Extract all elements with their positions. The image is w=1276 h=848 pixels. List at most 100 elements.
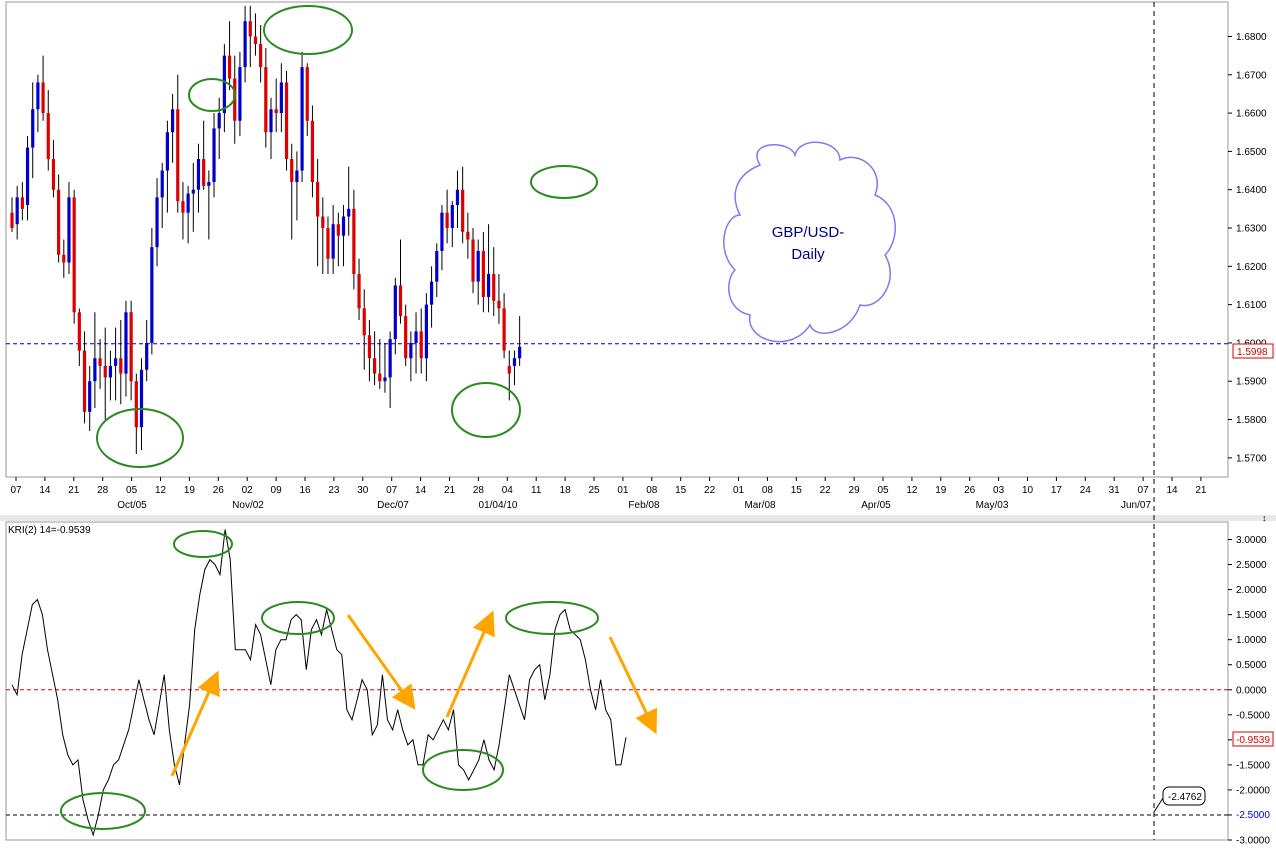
candle-down	[481, 250, 485, 297]
candle-down	[46, 113, 50, 160]
x-tick-label: 15	[675, 485, 687, 496]
candle-down	[398, 285, 403, 317]
candle-up	[450, 205, 454, 229]
x-tick-label: 01	[617, 485, 629, 496]
x-month-label: Feb/08	[628, 500, 660, 511]
x-tick-label: 22	[704, 485, 716, 496]
x-tick-label: 22	[820, 485, 832, 496]
x-tick-label: 03	[993, 485, 1005, 496]
current-kri-tag: -0.9539	[1232, 731, 1274, 747]
panel-resize-icon[interactable]: ↕	[1262, 513, 1267, 523]
candle-down	[373, 358, 377, 374]
candle-down	[362, 308, 366, 336]
x-tick-label: 17	[1051, 485, 1063, 496]
candle-up	[25, 147, 30, 206]
candle-up	[393, 285, 397, 340]
candle-down	[227, 55, 232, 79]
title-cloud: GBP/USD- Daily	[723, 141, 896, 343]
y-tick-label: 1.5700	[1236, 453, 1267, 464]
candle-up	[331, 224, 335, 259]
kri-y-tick-label: 0.0000	[1236, 685, 1267, 696]
x-month-label: Nov/02	[232, 500, 264, 511]
up-arrow	[445, 610, 495, 718]
candle-down	[10, 212, 14, 229]
y-tick-label: 1.5900	[1236, 377, 1267, 388]
candle-up	[145, 342, 149, 370]
candle-down	[62, 254, 66, 263]
highlight-ellipse	[261, 601, 335, 635]
highlight-ellipse	[60, 792, 146, 830]
trend-arrows	[170, 610, 658, 777]
candle-down	[419, 331, 423, 359]
indicator-panel-frame	[5, 521, 1229, 841]
x-tick-label: 15	[791, 485, 803, 496]
candle-down	[326, 228, 330, 259]
candle-down	[274, 109, 278, 114]
candle-up	[15, 197, 19, 225]
price-highlight-ellipses	[96, 5, 598, 468]
y-tick-label: 1.6200	[1236, 262, 1267, 273]
x-tick-label: 21	[444, 485, 456, 496]
candle-up	[238, 67, 242, 121]
kri-y-tick-label: 2.0000	[1236, 585, 1267, 596]
candle-down	[310, 120, 315, 183]
candle-down	[98, 358, 102, 366]
x-tick-label: 07	[1138, 485, 1150, 496]
kri-y-tick-label: 2.5000	[1236, 560, 1267, 571]
candle-up	[67, 197, 71, 263]
candle-up	[295, 170, 299, 183]
highlight-ellipse	[505, 601, 599, 635]
highlight-ellipse	[451, 382, 521, 438]
panel-splitter[interactable]	[0, 515, 1276, 521]
candle-down	[471, 239, 475, 282]
candle-down	[461, 189, 465, 232]
candle-up	[279, 82, 283, 114]
candle-down	[466, 231, 470, 240]
candle-up	[170, 109, 175, 133]
candle-up	[424, 304, 428, 359]
candle-up	[108, 365, 113, 378]
kri-axis: -3.0000-2.0000-1.5000-1.0000-0.50000.000…	[1228, 535, 1270, 847]
kri-y-tick-label: -1.5000	[1236, 760, 1270, 771]
x-tick-label: 30	[357, 485, 369, 496]
x-tick-label: 31	[1109, 485, 1121, 496]
candle-down	[103, 365, 107, 378]
candle-up	[388, 339, 392, 378]
kri-line	[11, 529, 627, 837]
candle-down	[259, 44, 263, 68]
kri-y-tick-label: 0.5000	[1236, 660, 1267, 671]
highlight-ellipse	[188, 78, 236, 112]
candle-up	[139, 369, 144, 428]
candle-up	[409, 342, 413, 359]
x-tick-label: 21	[68, 485, 80, 496]
x-month-label: May/03	[976, 500, 1009, 511]
x-month-label: Jun/07	[1121, 500, 1151, 511]
candle-up	[165, 132, 169, 171]
candle-up	[455, 189, 460, 206]
candle-down	[202, 159, 206, 186]
x-month-label: Apr/05	[861, 500, 891, 511]
x-tick-label: 12	[155, 485, 167, 496]
candle-up	[243, 21, 247, 68]
x-tick-label: 14	[1166, 485, 1178, 496]
highlight-ellipse	[173, 530, 233, 558]
kri-y-tick-label: -3.0000	[1236, 836, 1270, 847]
candle-down	[445, 212, 449, 229]
candle-down	[378, 373, 382, 382]
x-tick-label: 14	[415, 485, 427, 496]
candle-down	[357, 273, 361, 309]
candle-down	[352, 208, 356, 274]
candle-up	[186, 193, 190, 213]
x-tick-label: 24	[1080, 485, 1092, 496]
x-tick-label: 10	[1022, 485, 1034, 496]
candle-up	[88, 381, 92, 412]
y-tick-label: 1.6800	[1236, 32, 1267, 43]
x-tick-label: 19	[935, 485, 947, 496]
candle-down	[336, 224, 340, 236]
y-tick-label: 1.6100	[1236, 300, 1267, 311]
candle-down	[20, 197, 24, 209]
candle-up	[155, 197, 159, 248]
support-level-label: -2.5000	[1236, 810, 1270, 821]
x-tick-label: 14	[39, 485, 51, 496]
